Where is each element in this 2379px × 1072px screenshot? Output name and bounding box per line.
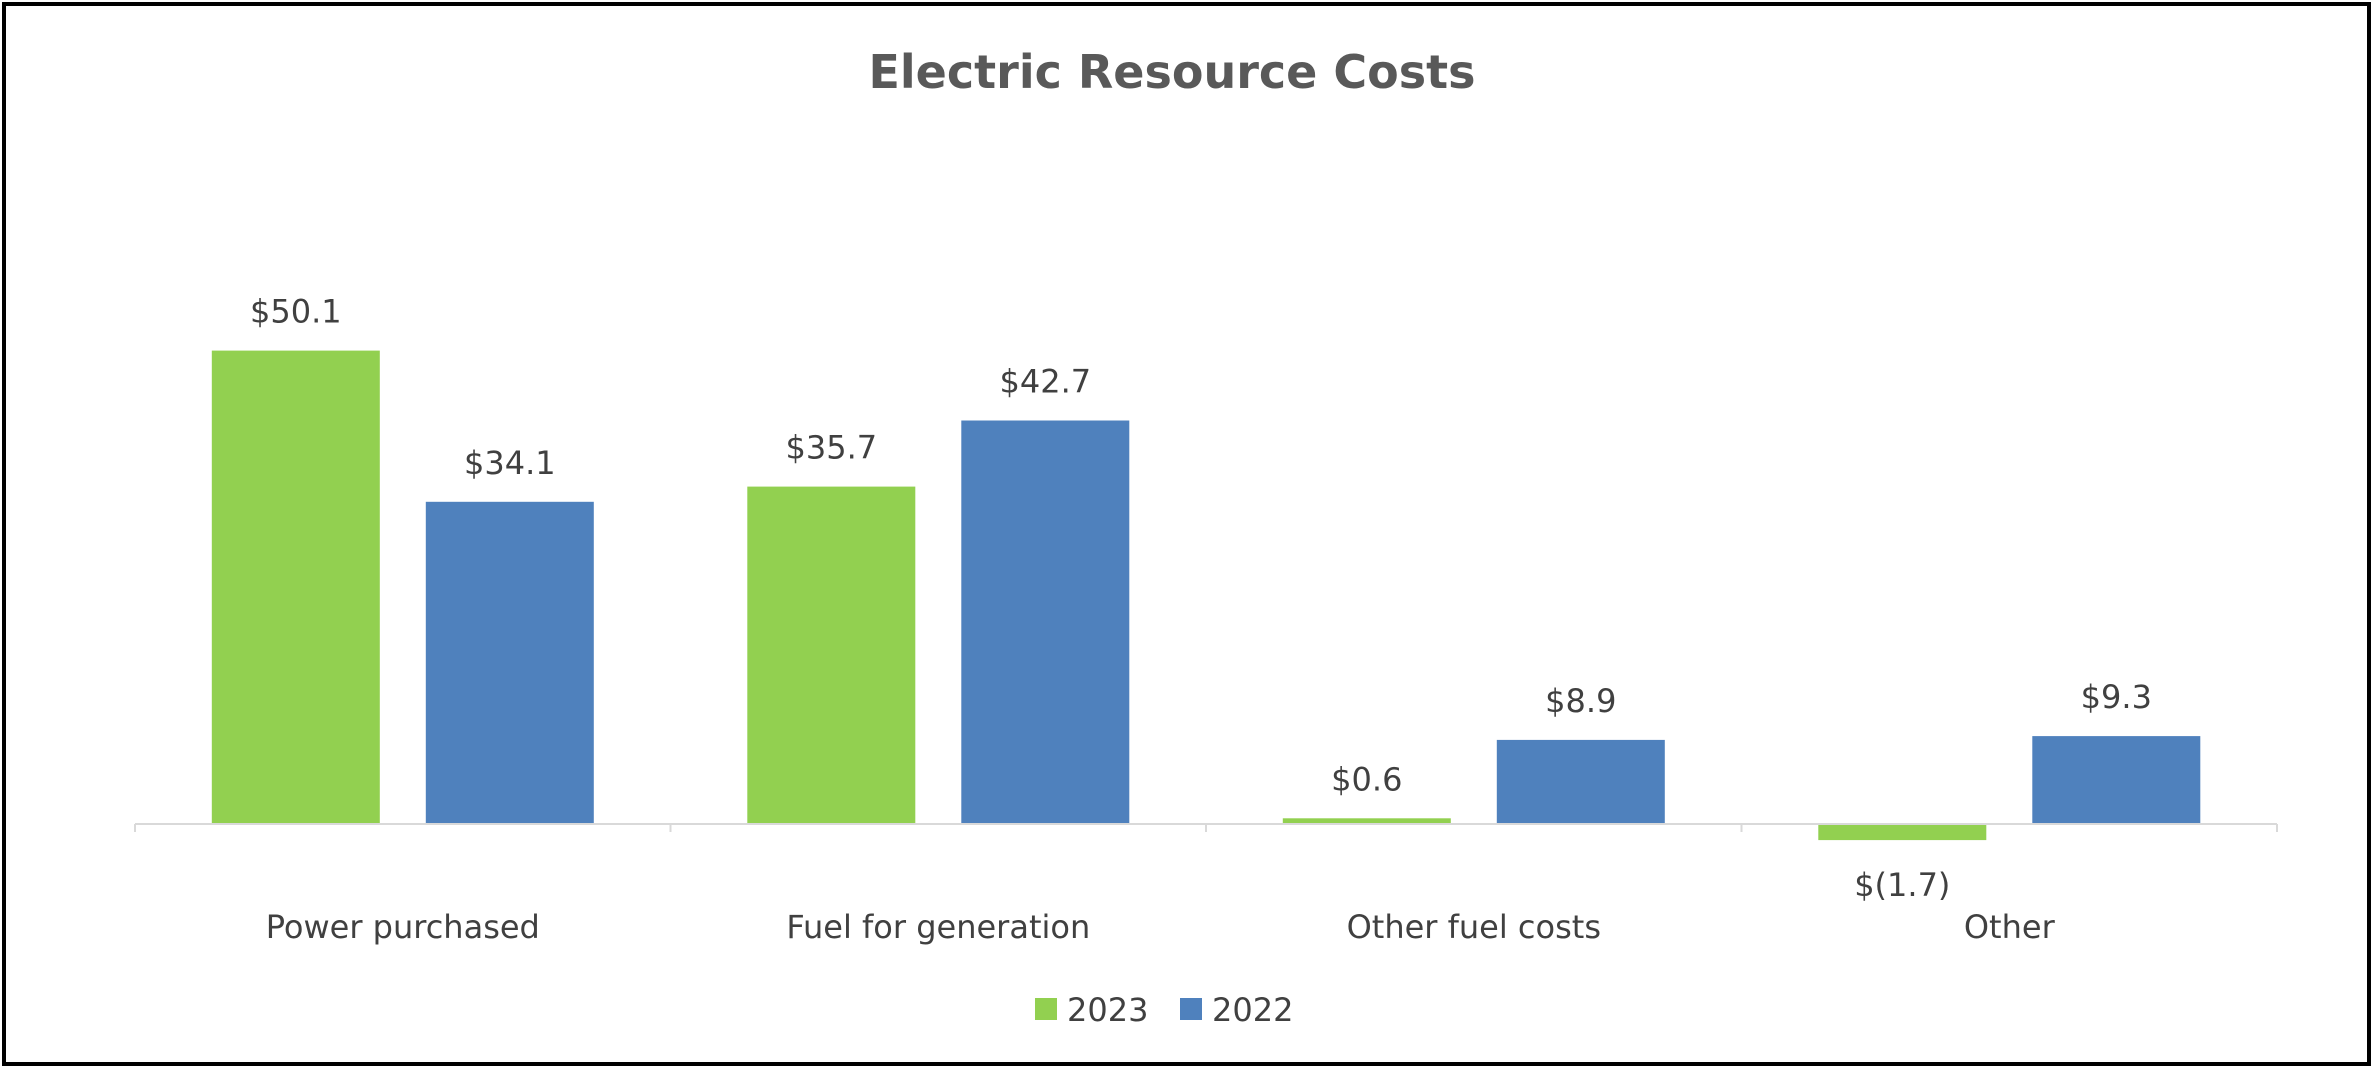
category-label-other-fuel-costs: Other fuel costs bbox=[1347, 908, 1601, 946]
legend: 2023 2022 bbox=[1035, 991, 1293, 1029]
data-label-2023-other: $(1.7) bbox=[1854, 866, 1950, 904]
category-label-power-purchased: Power purchased bbox=[266, 908, 540, 946]
chart-title: Electric Resource Costs bbox=[868, 45, 1475, 99]
x-axis bbox=[134, 823, 2278, 832]
data-label-2023-other-fuel-costs: $0.6 bbox=[1331, 760, 1402, 798]
data-labels: $50.1 $34.1 $35.7 $42.7 $0.6 $8.9 $(1.7) $9.3 bbox=[250, 293, 2152, 904]
bar-2022-other bbox=[2032, 736, 2201, 824]
bar-2022-power-purchased bbox=[425, 501, 594, 824]
data-label-2023-power-purchased: $50.1 bbox=[250, 293, 342, 331]
category-label-fuel-for-generation: Fuel for generation bbox=[786, 908, 1090, 946]
bar-2023-other bbox=[1818, 824, 1987, 841]
data-label-2022-power-purchased: $34.1 bbox=[464, 444, 556, 482]
bar-2022-fuel-for-generation bbox=[961, 420, 1130, 824]
bar-2023-other-fuel-costs bbox=[1282, 818, 1451, 824]
category-labels: Power purchased Fuel for generation Other … bbox=[266, 908, 2056, 946]
legend-swatch-2023 bbox=[1035, 998, 1057, 1020]
bar-2023-power-purchased bbox=[211, 350, 380, 824]
legend-swatch-2022 bbox=[1180, 998, 1202, 1020]
data-label-2023-fuel-for-generation: $35.7 bbox=[785, 429, 877, 467]
bar-2022-other-fuel-costs bbox=[1496, 739, 1665, 824]
legend-label-2022: 2022 bbox=[1212, 991, 1293, 1029]
bars-layer bbox=[211, 350, 2201, 841]
data-label-2022-other-fuel-costs: $8.9 bbox=[1545, 682, 1616, 720]
data-label-2022-fuel-for-generation: $42.7 bbox=[999, 363, 1091, 401]
bar-2023-fuel-for-generation bbox=[747, 486, 916, 824]
legend-label-2023: 2023 bbox=[1067, 991, 1148, 1029]
category-label-other: Other bbox=[1964, 908, 2056, 946]
data-label-2022-other: $9.3 bbox=[2081, 678, 2152, 716]
